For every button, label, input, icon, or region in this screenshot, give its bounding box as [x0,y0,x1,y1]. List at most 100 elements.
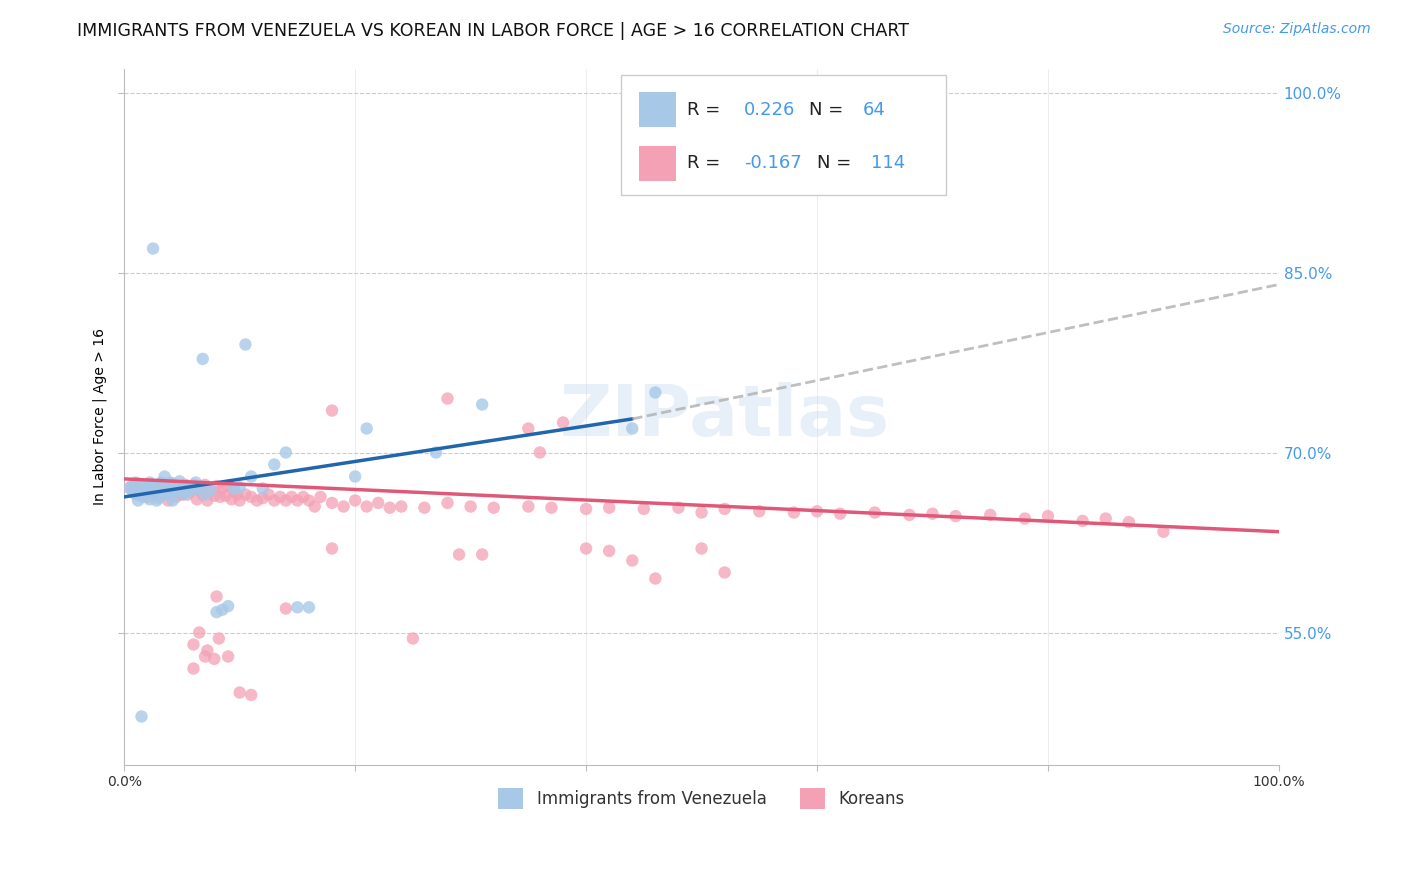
Point [177,487,200,501]
Point [321,541,343,556]
Point [131,480,153,494]
Point [191,351,214,366]
Point [402,632,425,646]
Point [183,661,205,675]
Point [188,483,211,497]
Point [274,601,297,615]
Point [148,491,170,505]
Text: N =: N = [808,101,844,119]
Point [321,496,343,510]
Text: 64: 64 [863,101,886,119]
Point [180,480,202,494]
Point [134,483,156,498]
Text: ZIPatlas: ZIPatlas [560,382,890,451]
Point [240,688,263,702]
Text: IMMIGRANTS FROM VENEZUELA VS KOREAN IN LABOR FORCE | AGE > 16 CORRELATION CHART: IMMIGRANTS FROM VENEZUELA VS KOREAN IN L… [77,22,910,40]
Point [205,605,228,619]
Point [274,445,297,459]
Point [252,482,274,496]
Point [356,421,378,435]
Text: N =: N = [817,154,851,172]
Point [228,493,250,508]
Point [263,493,285,508]
Point [167,479,190,493]
Point [263,458,285,472]
Point [177,485,200,500]
Point [240,490,263,504]
Point [783,506,806,520]
Point [157,493,180,508]
Point [217,479,239,493]
Point [413,500,436,515]
Point [274,493,297,508]
Point [122,483,145,498]
Point [127,493,149,508]
Point [169,475,191,489]
Point [134,483,156,497]
Point [159,483,181,498]
Point [378,500,401,515]
Point [517,421,540,435]
Point [131,490,153,504]
Point [228,480,250,494]
Point [321,403,343,417]
Point [1152,524,1174,539]
Point [163,482,186,496]
Point [118,480,141,494]
Point [136,485,159,500]
Point [222,482,245,496]
Point [125,487,148,501]
Point [575,502,598,516]
Point [136,490,159,504]
Point [150,483,173,498]
Point [184,475,207,490]
Point [202,489,225,503]
Point [202,652,225,666]
Point [165,483,187,498]
Point [180,483,202,498]
Point [169,482,191,496]
Point [162,493,184,508]
Point [125,475,148,490]
Point [157,482,180,496]
Point [389,500,412,514]
Text: -0.167: -0.167 [744,154,801,172]
Point [898,508,921,522]
Point [1014,511,1036,525]
Point [194,478,217,492]
Point [208,490,231,504]
Point [205,590,228,604]
Point [1071,514,1094,528]
Point [228,685,250,699]
Point [211,603,233,617]
Point [713,566,735,580]
Point [150,483,173,497]
Point [235,487,257,501]
Point [131,709,153,723]
Point [125,479,148,493]
Point [449,548,471,562]
Point [979,508,1001,522]
Point [200,483,222,497]
Point [121,479,143,493]
Point [1094,511,1116,525]
Point [136,478,159,492]
Point [159,487,181,501]
Point [344,469,367,483]
Point [138,492,160,507]
Point [183,638,205,652]
Point [222,483,245,498]
Point [226,487,249,501]
Text: R =: R = [686,101,720,119]
Point [153,469,176,483]
Point [153,478,176,492]
Point [471,548,494,562]
Point [298,600,321,615]
Point [195,493,218,508]
Point [252,491,274,505]
Point [863,506,886,520]
Point [287,600,309,615]
Point [713,502,735,516]
Point [921,507,943,521]
Point [598,500,620,515]
